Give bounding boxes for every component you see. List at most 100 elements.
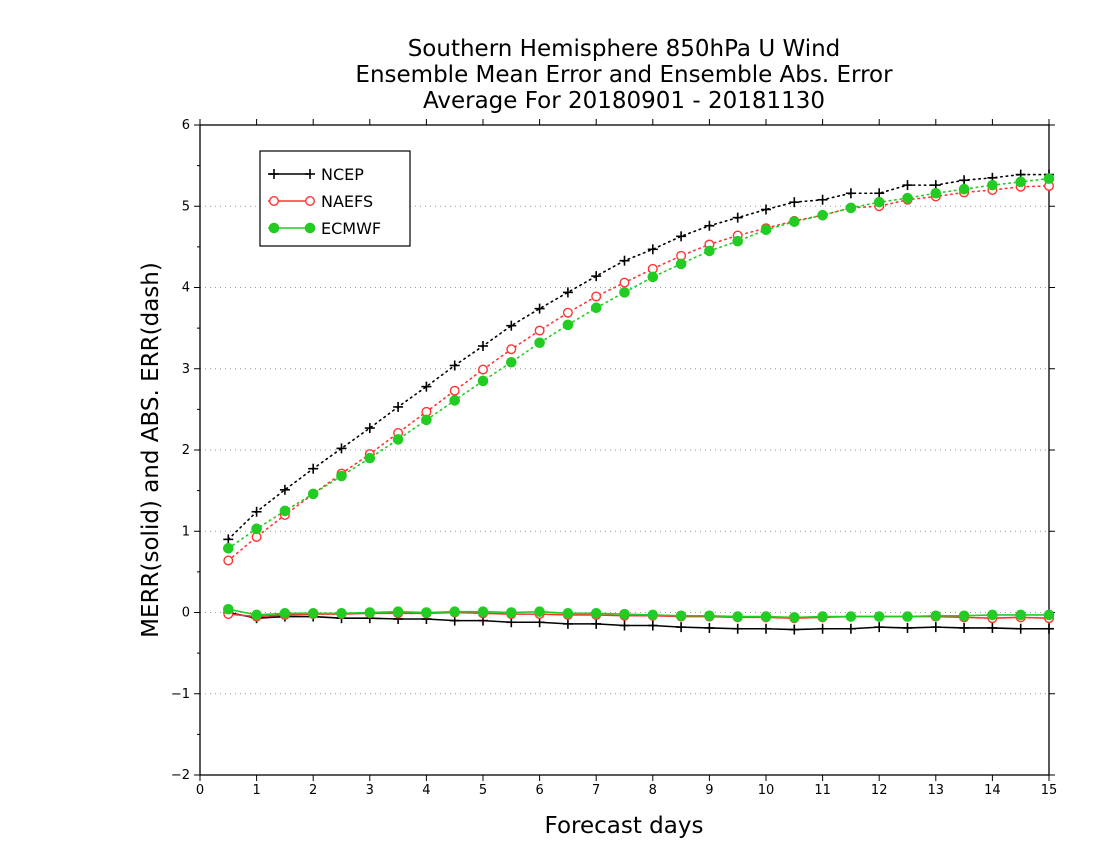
ncep-mean-error-point: [1015, 623, 1026, 634]
ecmwf-abs-error-point: [449, 395, 461, 406]
ncep-abs-error-point: [364, 423, 375, 434]
ncep-abs-error-point: [704, 220, 715, 231]
ecmwf-abs-error-point: [223, 543, 234, 554]
series-layer: [223, 169, 1055, 635]
ecmwf-abs-error-point: [251, 523, 262, 535]
x-tick-label-3: 3: [366, 783, 374, 798]
ncep-abs-error-point: [874, 188, 885, 199]
legend-label-naefs: NAEFS: [321, 192, 373, 211]
naefs-abs-error-point: [619, 277, 630, 288]
ecmwf-mean-error-point: [647, 609, 659, 621]
naefs-abs-error-point: [591, 291, 602, 302]
ecmwf-abs-error-point: [902, 192, 913, 204]
ncep-mean-error-point: [987, 622, 998, 633]
x-tick-label-6: 6: [535, 783, 543, 798]
legend: NCEP NAEFS ECMWF: [259, 150, 411, 247]
ecmwf-mean-error-point: [421, 607, 432, 618]
ncep-mean-error-point: [874, 622, 885, 633]
ncep-abs-error-point: [393, 401, 404, 412]
naefs-abs-error-point: [534, 325, 545, 336]
ncep-abs-error-point: [279, 484, 290, 495]
y-tick-label-5: 5: [182, 199, 190, 214]
ecmwf-mean-error-point: [477, 606, 489, 617]
ecmwf-abs-error-point: [647, 271, 659, 283]
ecmwf-mean-error-point: [760, 611, 772, 622]
ecmwf-mean-error-point: [704, 610, 715, 622]
x-tick-label-0: 0: [196, 783, 204, 798]
legend-marker-ecmwf: [268, 222, 280, 234]
y-tick-label-4: 4: [182, 281, 190, 296]
ecmwf-abs-error-point: [958, 183, 970, 195]
ecmwf-mean-error-point: [732, 611, 744, 622]
ecmwf-mean-error-point: [873, 611, 885, 622]
x-tick-label-9: 9: [705, 783, 713, 798]
legend-label-ncep: NCEP: [321, 165, 364, 184]
ecmwf-abs-error-point: [1043, 173, 1055, 184]
ncep-abs-error-point: [845, 188, 856, 199]
ecmwf-mean-error-point: [789, 612, 800, 623]
y-tick-label-6: 6: [182, 118, 190, 133]
x-tick-label-5: 5: [479, 783, 487, 798]
naefs-abs-error-point: [478, 364, 489, 375]
ecmwf-abs-error-point: [930, 187, 942, 199]
ecmwf-abs-error-point: [392, 434, 404, 445]
ncep-mean-error-point: [676, 622, 687, 633]
ecmwf-abs-error-point: [307, 488, 319, 500]
legend-marker-naefs: [269, 195, 280, 206]
y-tick-label--1: −1: [171, 687, 190, 702]
ecmwf-abs-error-point: [562, 319, 574, 331]
naefs-abs-error-point: [506, 344, 517, 355]
ecmwf-abs-error-point: [704, 245, 715, 257]
ncep-abs-error-point: [647, 244, 658, 255]
ecmwf-mean-error-point: [675, 610, 687, 622]
ncep-mean-error-point: [845, 623, 856, 634]
ecmwf-mean-error-point: [279, 608, 291, 619]
legend-marker-naefs: [305, 195, 316, 206]
ecmwf-abs-error-point: [873, 196, 885, 208]
y-tick-label-1: 1: [182, 524, 190, 539]
ecmwf-abs-error-point: [336, 470, 347, 482]
ncep-mean-error-point: [902, 622, 913, 633]
ecmwf-abs-error-point: [590, 302, 602, 314]
y-tick-label-2: 2: [182, 443, 190, 458]
naefs-abs-error-point: [223, 555, 234, 566]
x-tick-label-8: 8: [649, 783, 657, 798]
ncep-mean-error-point: [1044, 623, 1054, 634]
ecmwf-mean-error-point: [958, 610, 970, 622]
naefs-abs-error-point: [562, 307, 573, 318]
ncep-mean-error-point: [959, 622, 970, 633]
y-tick-label-3: 3: [182, 362, 190, 377]
ecmwf-abs-error-point: [421, 414, 432, 426]
ecmwf-mean-error-point: [1015, 609, 1027, 621]
ncep-abs-error-point: [789, 197, 800, 208]
ncep-abs-error-point: [449, 360, 460, 371]
ncep-abs-error-point: [902, 180, 913, 191]
ecmwf-mean-error-point: [1043, 609, 1055, 621]
ncep-mean-error-point: [732, 623, 743, 634]
ncep-abs-error-point: [336, 443, 347, 454]
ecmwf-mean-error-point: [336, 608, 347, 619]
ecmwf-abs-error-point: [675, 258, 687, 270]
ecmwf-abs-error-point: [506, 356, 517, 368]
ecmwf-mean-error-point: [449, 606, 461, 617]
y-tick-label-0: 0: [182, 606, 190, 621]
ecmwf-abs-error-point: [1015, 176, 1027, 188]
ecmwf-mean-error-point: [930, 610, 942, 622]
x-axis-label: Forecast days: [545, 813, 704, 839]
x-tick-label-7: 7: [592, 783, 600, 798]
ecmwf-mean-error-point: [534, 606, 545, 617]
x-tick-label-14: 14: [984, 783, 1001, 798]
ecmwf-mean-error-point: [817, 611, 828, 622]
ncep-abs-error-point: [761, 204, 771, 215]
ncep-abs-error-point: [421, 381, 432, 392]
ecmwf-mean-error-point: [619, 608, 630, 620]
ncep-abs-error-point: [251, 506, 262, 517]
ecmwf-mean-error-point: [251, 609, 262, 621]
ncep-abs-error-point: [619, 255, 630, 266]
x-tick-label-13: 13: [928, 783, 945, 798]
x-tick-label-15: 15: [1041, 783, 1058, 798]
ncep-mean-error-point: [817, 623, 828, 634]
ecmwf-mean-error-point: [845, 611, 857, 622]
ecmwf-abs-error-point: [817, 209, 828, 221]
